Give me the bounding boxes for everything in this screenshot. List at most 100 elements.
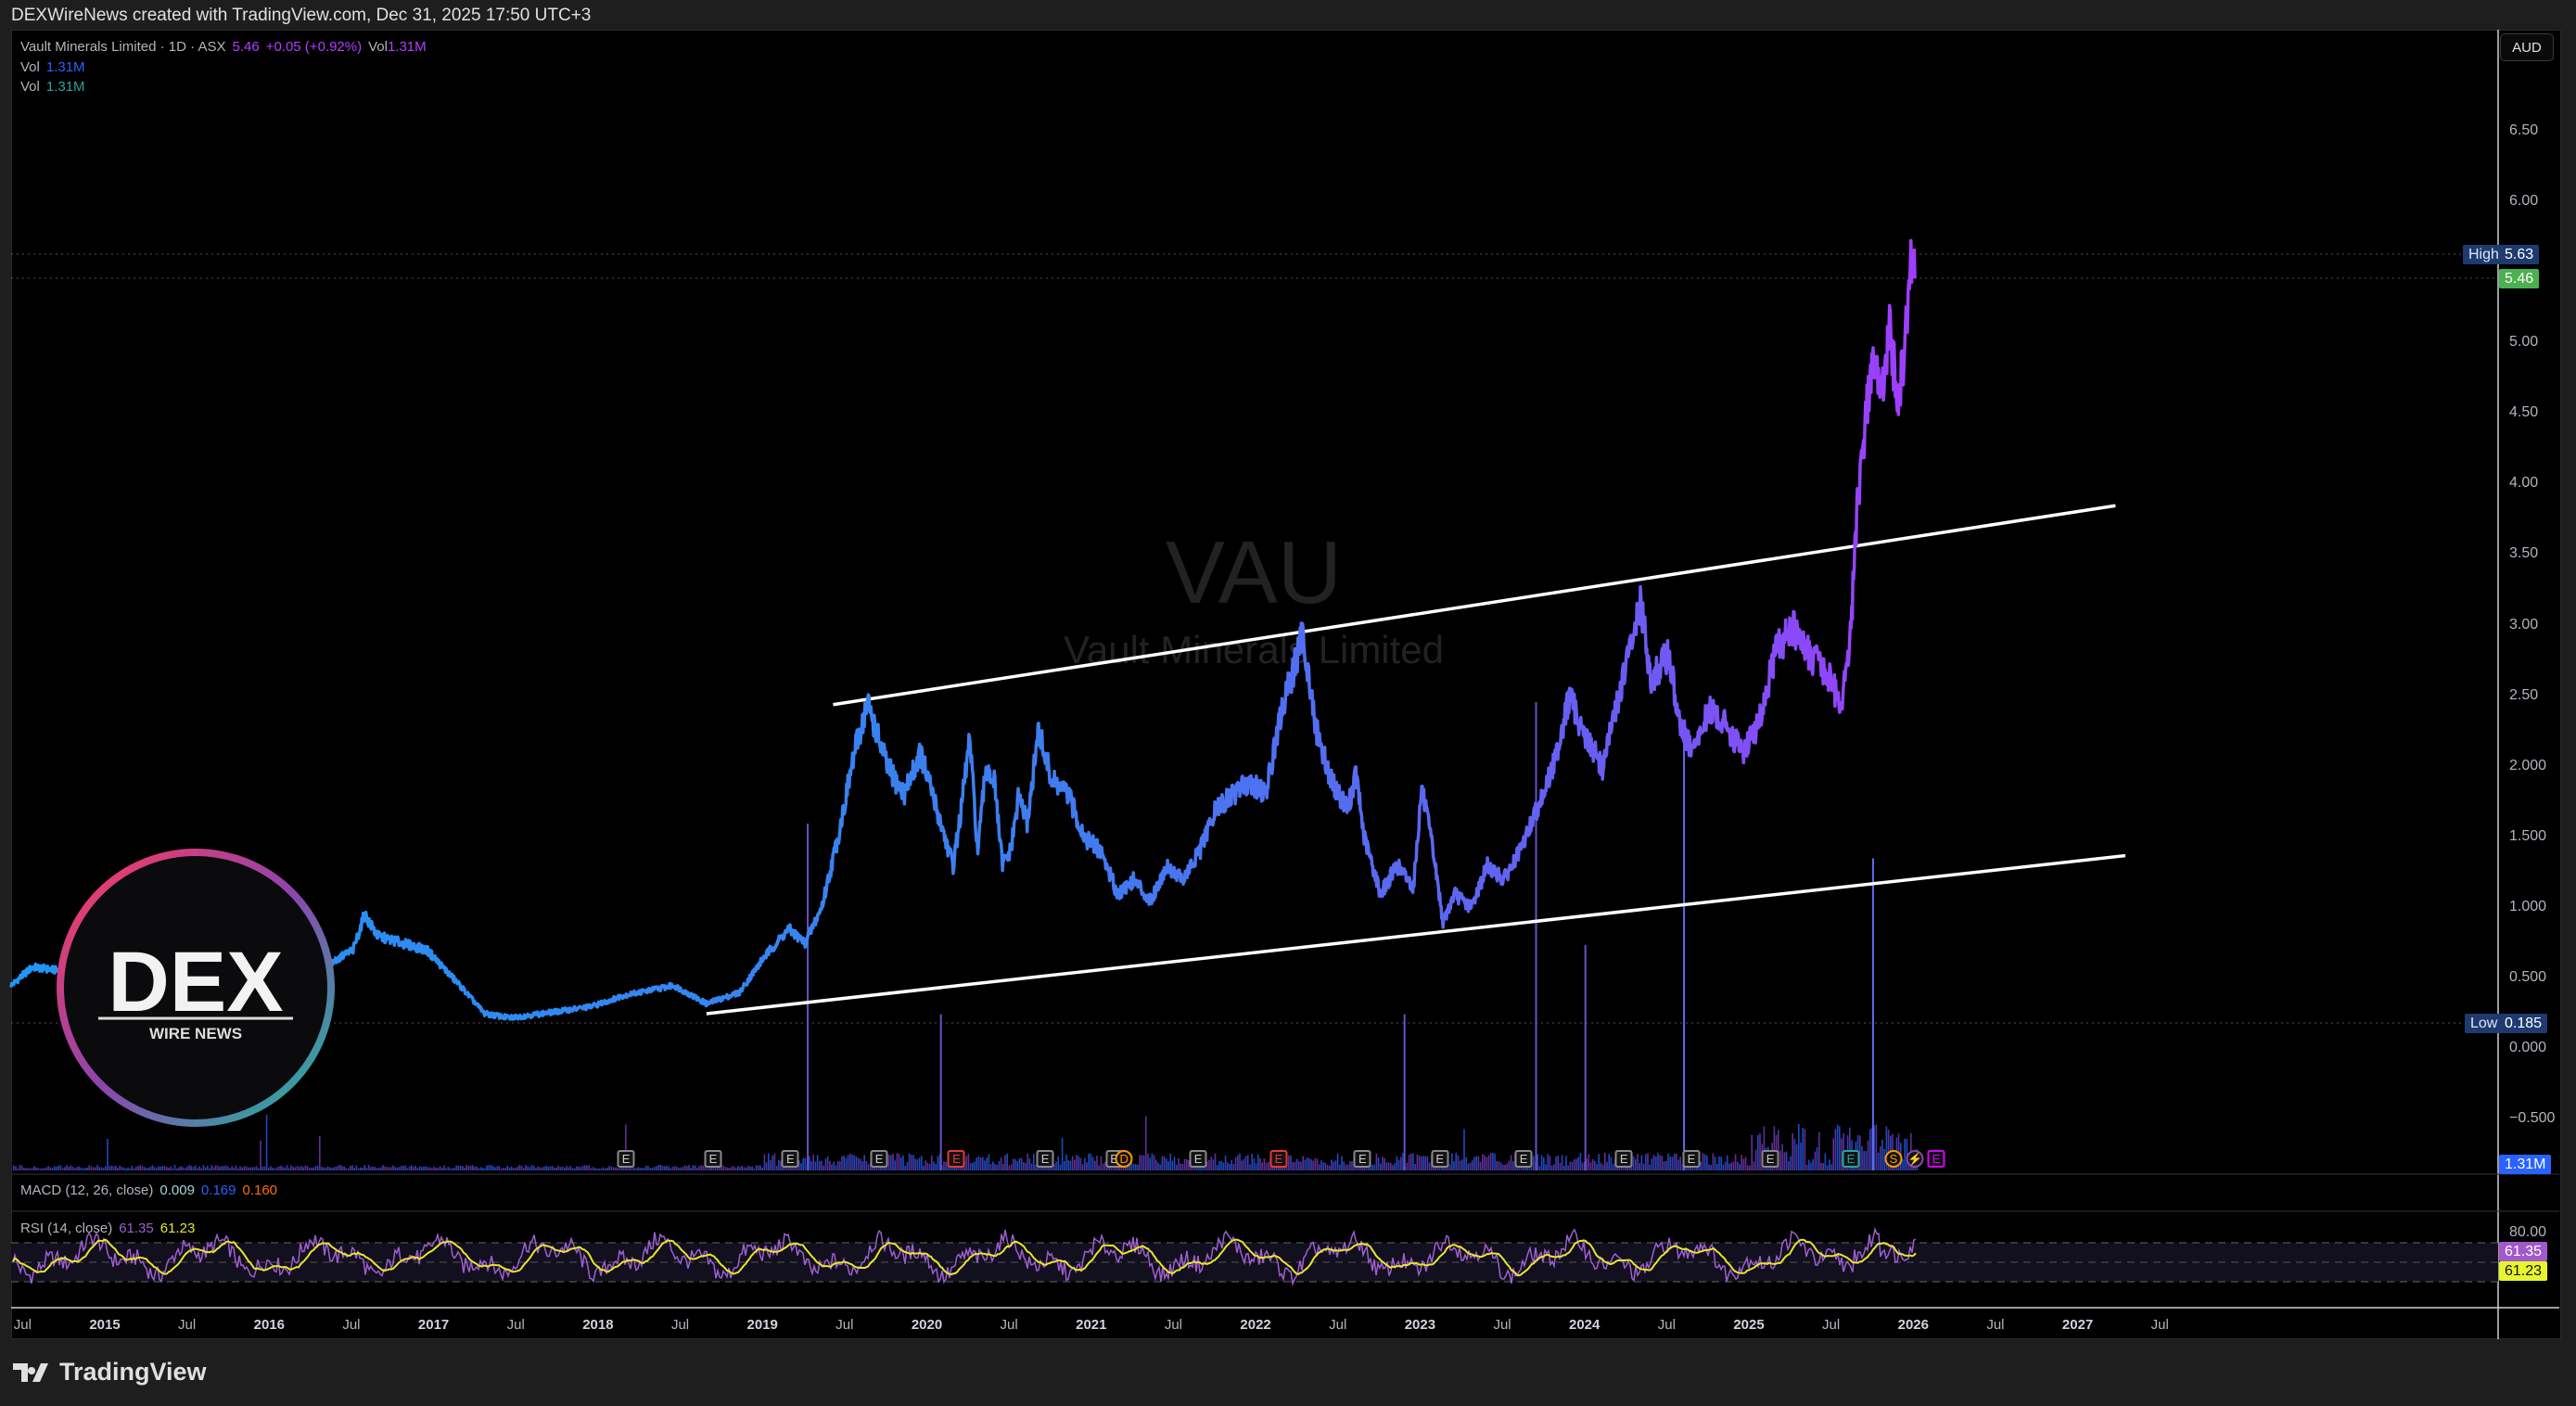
volume-bar [249, 1167, 251, 1170]
volume-bar [1676, 1153, 1677, 1170]
volume-bar [1241, 1160, 1243, 1170]
volume-value: 1.31M [387, 39, 427, 55]
macd-legend[interactable]: MACD (12, 26, close) 0.009 0.169 0.160 [20, 1182, 284, 1198]
volume-bar [1147, 1154, 1149, 1170]
volume-bar [1028, 1157, 1031, 1170]
volume-legend-1[interactable]: Vol 1.31M [20, 59, 92, 75]
volume-bar [865, 1160, 868, 1170]
event-marker-earnings[interactable]: E [1189, 1150, 1207, 1168]
volume-bar [809, 1156, 810, 1170]
volume-bar [578, 1166, 580, 1170]
volume-bar [931, 1155, 933, 1170]
volume-bar [1424, 1156, 1426, 1170]
volume-bar [1661, 1156, 1664, 1170]
volume-bar [976, 1157, 977, 1170]
event-marker-earnings-upcoming[interactable]: E [1927, 1150, 1945, 1168]
volume-bar [647, 1166, 649, 1170]
volume-bar [1255, 1163, 1257, 1170]
event-marker-earnings[interactable]: E [1682, 1150, 1701, 1168]
volume-bar [367, 1165, 370, 1170]
rsi-legend[interactable]: RSI (14, close) 61.35 61.23 [20, 1221, 201, 1236]
symbol-legend[interactable]: Vault Minerals Limited · 1D · ASX 5.46 +0.… [20, 39, 433, 55]
event-marker-earnings-miss[interactable]: E [1269, 1150, 1288, 1168]
volume-bar [1247, 1155, 1249, 1170]
volume-bar [469, 1165, 472, 1170]
channel-upper-trendline[interactable] [833, 504, 2116, 707]
volume-bar [452, 1168, 453, 1170]
time-axis-label: 2017 [417, 1317, 450, 1333]
event-marker-earnings[interactable]: E [617, 1150, 635, 1168]
volume-bar [149, 1167, 151, 1170]
volume-bar [606, 1168, 608, 1170]
volume-bar [1253, 1157, 1256, 1170]
event-marker-split[interactable]: S [1884, 1150, 1903, 1168]
volume-bar [845, 1157, 848, 1170]
volume-bar [147, 1168, 149, 1170]
event-marker-earnings[interactable]: E [870, 1150, 888, 1168]
volume-bar [337, 1165, 339, 1170]
volume-bar [683, 1165, 686, 1170]
volume-bar [1557, 1156, 1559, 1170]
volume-legend-2[interactable]: Vol 1.31M [20, 79, 92, 95]
volume-bar [911, 1155, 912, 1170]
event-marker-news[interactable]: ⚡ [1906, 1150, 1924, 1168]
volume-bar [1218, 1161, 1220, 1170]
event-marker-earnings[interactable]: E [1614, 1150, 1633, 1168]
volume-bar [423, 1166, 425, 1170]
volume-bar [1406, 1162, 1409, 1170]
volume-bar [1712, 1153, 1715, 1170]
volume-bar [1234, 1157, 1237, 1170]
volume-bar [1706, 1156, 1708, 1170]
volume-bar [503, 1168, 504, 1170]
volume-bar [1773, 1126, 1776, 1170]
volume-bar [1783, 1152, 1786, 1170]
volume-bar [627, 1168, 629, 1170]
event-marker-earnings[interactable]: E [1761, 1150, 1779, 1168]
volume-bar [965, 1156, 967, 1170]
volume-bar [1016, 1161, 1018, 1170]
volume-bar [1808, 1159, 1810, 1170]
event-marker-earnings[interactable]: E [1036, 1150, 1054, 1168]
event-marker-dividend[interactable]: D [1115, 1150, 1133, 1168]
volume-bar [1508, 1160, 1511, 1170]
event-marker-earnings-miss[interactable]: E [947, 1150, 965, 1168]
volume-bar [1310, 1158, 1312, 1170]
channel-lower-trendline[interactable] [706, 853, 2126, 1016]
tradingview-logo[interactable]: TradingView [13, 1358, 207, 1387]
volume-bar [707, 1168, 708, 1170]
volume-bar [131, 1165, 134, 1170]
volume-bar [227, 1166, 229, 1170]
volume-bar [737, 1166, 739, 1170]
volume-bar [590, 1168, 593, 1170]
volume-bar [561, 1166, 564, 1170]
volume-bar [1832, 1138, 1834, 1170]
volume-spike-bar [1871, 858, 1874, 1170]
currency-button[interactable]: AUD [2500, 33, 2554, 61]
volume-bar [1013, 1158, 1014, 1170]
volume-bar [1033, 1154, 1035, 1170]
volume-bar [843, 1155, 845, 1170]
event-marker-earnings[interactable]: E [781, 1150, 799, 1168]
volume-bar [1339, 1164, 1341, 1170]
event-marker-earnings[interactable]: E [1514, 1150, 1533, 1168]
volume-bar [906, 1162, 909, 1170]
volume-bar [671, 1167, 674, 1170]
volume-bar [71, 1167, 74, 1170]
volume-bar [1877, 1152, 1880, 1170]
event-marker-earnings[interactable]: E [1431, 1150, 1449, 1168]
volume-bar [941, 1165, 943, 1170]
volume-bar [829, 1160, 831, 1170]
event-marker-earnings[interactable]: E [1353, 1150, 1371, 1168]
volume-bar [1805, 1164, 1808, 1170]
event-marker-earnings-beat[interactable]: E [1842, 1150, 1860, 1168]
volume-bar [1176, 1164, 1178, 1170]
volume-bar [745, 1167, 747, 1170]
volume-bar [51, 1168, 54, 1170]
event-marker-earnings[interactable]: E [704, 1150, 722, 1168]
volume-bar [194, 1165, 197, 1170]
volume-bar [270, 1166, 272, 1170]
volume-bar [360, 1167, 362, 1170]
volume-bar [325, 1168, 327, 1170]
volume-bar [1426, 1156, 1429, 1170]
